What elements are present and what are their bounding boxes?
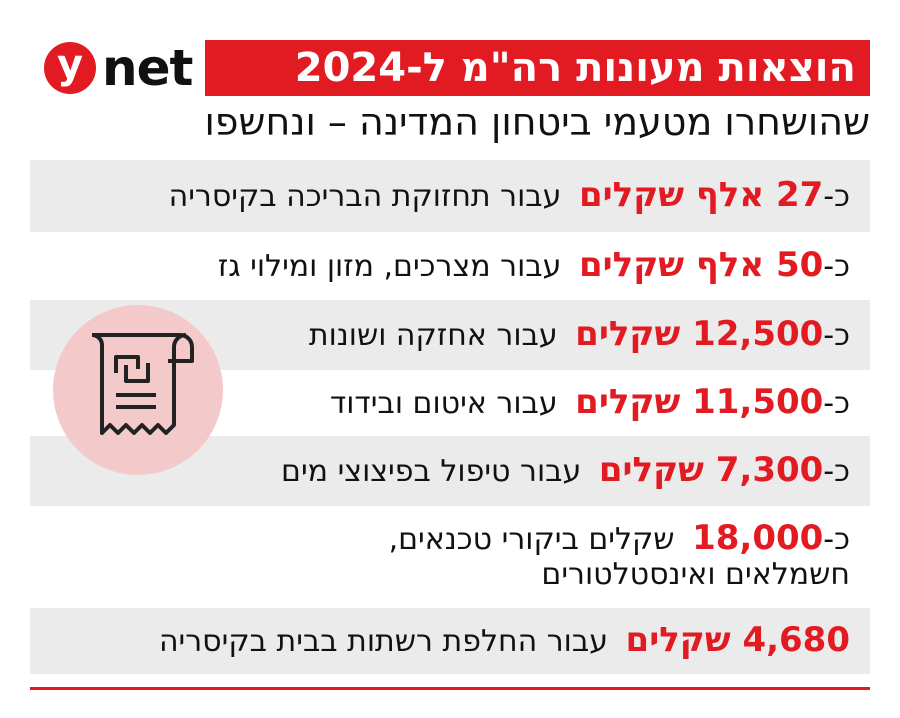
item-description: עבור מצרכים, מזון ומילוי גז (217, 249, 562, 285)
subtitle: שהושחרו מטעמי ביטחון המדינה – ונחשפו (204, 100, 870, 144)
item-description: עבור אחזקה ושונות (308, 318, 558, 354)
item-prefix: כ- (823, 454, 850, 490)
item-amount: 18,000 (692, 518, 824, 559)
item-amount: 7,300 שקלים (598, 450, 824, 491)
item-description: עבור איטום ובידוד (329, 386, 558, 422)
item-prefix: כ- (823, 179, 850, 215)
item-text: כ-50 אלף שקלים עבור מצרכים, מזון ומילוי … (218, 246, 850, 285)
item-prefix: כ- (823, 249, 850, 285)
item-row: כ-27 אלף שקלים עבור תחזוקת הבריכה בקיסרי… (30, 160, 870, 232)
item-text: כ-12,500 שקלים עבור אחזקה ושונות (309, 315, 850, 354)
item-prefix: כ- (823, 522, 850, 558)
receipt (91, 333, 194, 435)
item-row: כ-11,500 שקלים עבור איטום ובידוד (30, 370, 870, 436)
item-text: כ-7,300 שקלים עבור טיפול בפיצוצי מים (281, 451, 850, 490)
item-amount: 12,500 שקלים (575, 314, 824, 355)
item-text: כ-27 אלף שקלים עבור תחזוקת הבריכה בקיסרי… (169, 176, 850, 215)
item-description: שקלים ביקורי טכנאים, חשמלאים ואינסטלטורי… (388, 522, 850, 593)
item-amount: 27 אלף שקלים (578, 175, 824, 216)
item-amount: 50 אלף שקלים (578, 245, 824, 286)
item-row: כ-18,000 שקלים ביקורי טכנאים, חשמלאים וא… (30, 506, 870, 606)
item-amount: 4,680 שקלים (625, 620, 850, 661)
item-row: 4,680 שקלים עבור החלפת רשתות בבית בקיסרי… (30, 608, 870, 674)
item-row: כ-50 אלף שקלים עבור מצרכים, מזון ומילוי … (30, 232, 870, 300)
title: הוצאות מעונות רה"מ ל-2024 (205, 40, 870, 96)
item-amount: 11,500 שקלים (575, 382, 824, 423)
logo-y: y (44, 42, 96, 94)
item-text: כ-18,000 שקלים ביקורי טכנאים, חשמלאים וא… (290, 519, 850, 593)
item-prefix: כ- (823, 386, 850, 422)
logo-net: net (102, 39, 193, 97)
icon-circle (53, 305, 223, 475)
item-text: כ-11,500 שקלים עבור איטום ובידוד (330, 383, 850, 422)
item-description: עבור תחזוקת הבריכה בקיסריה (168, 179, 562, 215)
logo: y net (44, 38, 193, 98)
item-text: 4,680 שקלים עבור החלפת רשתות בבית בקיסרי… (159, 621, 850, 660)
bottom-rule (30, 687, 870, 690)
item-prefix: כ- (823, 318, 850, 354)
item-description: עבור החלפת רשתות בבית בקיסריה (158, 624, 608, 660)
receipt-icon (53, 305, 223, 475)
item-description: עבור טיפול בפיצוצי מים (281, 454, 582, 490)
